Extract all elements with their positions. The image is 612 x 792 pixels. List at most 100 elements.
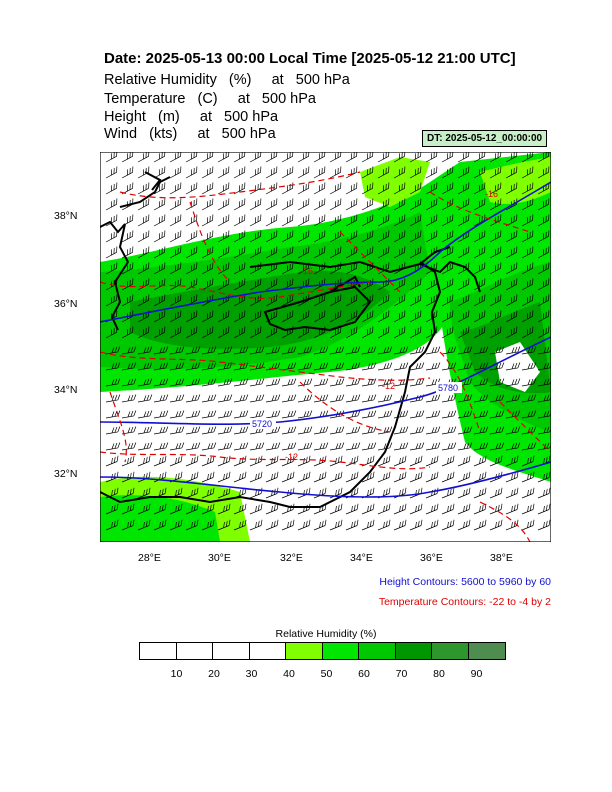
wind-barb (153, 455, 167, 467)
wind-barb (505, 182, 518, 195)
wind-barb (185, 394, 201, 403)
wind-barb (425, 214, 438, 227)
wind-barb (457, 182, 470, 195)
wind-barb (105, 166, 118, 179)
wind-barb (185, 262, 198, 275)
dt-badge: DT: 2025-05-12_00:00:00 (422, 130, 548, 147)
wind-barb (345, 230, 358, 243)
wind-barb (297, 487, 311, 499)
wind-barb (185, 362, 201, 371)
wind-barb (329, 310, 342, 323)
wind-barb (329, 214, 342, 227)
wind-barb (265, 378, 281, 387)
wind-barb (505, 326, 518, 339)
wind-barb (265, 503, 279, 515)
wind-barb (489, 410, 505, 419)
wind-barb (137, 487, 151, 499)
wind-barb (393, 346, 409, 355)
wind-barb (489, 426, 505, 435)
wind-barb (457, 278, 470, 291)
wind-barb (377, 166, 390, 179)
wind-barb (249, 198, 262, 211)
wind-barb (249, 230, 262, 243)
wind-barb (441, 214, 454, 227)
wind-barb (377, 326, 390, 339)
wind-barb (169, 378, 185, 387)
wind-barb (201, 294, 214, 307)
wind-barb (441, 394, 457, 403)
wind-barb (345, 346, 361, 355)
variable-line-temp: Temperature (C) at 500 hPa (104, 91, 316, 107)
wind-barb (169, 278, 182, 291)
wind-barb (313, 182, 326, 195)
wind-barb (281, 471, 295, 483)
wind-barb (281, 519, 295, 531)
wind-barb (265, 426, 281, 435)
wind-barb (473, 362, 489, 371)
wind-barb (153, 278, 166, 291)
wind-barb (169, 198, 182, 211)
wind-barb (489, 455, 503, 467)
wind-barb (441, 182, 454, 195)
wind-barb (457, 262, 470, 275)
wind-barb (201, 455, 215, 467)
wind-barb (345, 471, 359, 483)
wind-barb (201, 426, 217, 435)
wind-barb (361, 362, 377, 371)
wind-barb (201, 246, 214, 259)
wind-barb (537, 182, 550, 195)
wind-barb (505, 166, 518, 179)
wind-barb (361, 503, 375, 515)
wind-barb (473, 442, 489, 451)
wind-barb (409, 378, 425, 387)
wind-barb (377, 310, 390, 323)
wind-barb (137, 426, 153, 435)
wind-barb (169, 310, 182, 323)
wind-barb (297, 442, 313, 451)
wind-barb (297, 182, 310, 195)
wind-barb (537, 262, 550, 275)
wind-barb (441, 198, 454, 211)
wind-barb (345, 182, 358, 195)
wind-barb (393, 294, 406, 307)
wind-barb (313, 362, 329, 371)
wind-barb (537, 326, 550, 339)
wind-barb (121, 294, 134, 307)
wind-barb (153, 442, 169, 451)
wind-barb (281, 198, 294, 211)
wind-barb (329, 442, 345, 451)
wind-barb (233, 362, 249, 371)
wind-barb (361, 378, 377, 387)
wind-barb (121, 394, 137, 403)
wind-barb (153, 362, 169, 371)
wind-barb (153, 394, 169, 403)
wind-barb (217, 442, 233, 451)
wind-barb (217, 378, 233, 387)
wind-barb (153, 214, 166, 227)
wind-barb (345, 410, 361, 419)
wind-barb (457, 310, 470, 323)
wind-barb (233, 230, 246, 243)
wind-barb (201, 150, 214, 163)
wind-barb (377, 214, 390, 227)
wind-barb (329, 278, 342, 291)
wind-barb (473, 310, 486, 323)
wind-barb (537, 198, 550, 211)
wind-barb (153, 519, 167, 531)
colorbar-label: 20 (208, 668, 220, 680)
wind-barb (345, 442, 361, 451)
wind-barb (457, 230, 470, 243)
wind-barb (377, 394, 393, 403)
wind-barb (473, 426, 489, 435)
wind-barb (441, 262, 454, 275)
wind-barb (249, 326, 262, 339)
wind-barb (537, 503, 551, 515)
wind-barb (473, 230, 486, 243)
wind-barb (409, 394, 425, 403)
wind-barb (521, 442, 537, 451)
wind-barb (249, 455, 263, 467)
wind-barb (521, 362, 537, 371)
wind-barb (393, 166, 406, 179)
wind-barb (521, 471, 535, 483)
wind-barb (393, 150, 406, 163)
